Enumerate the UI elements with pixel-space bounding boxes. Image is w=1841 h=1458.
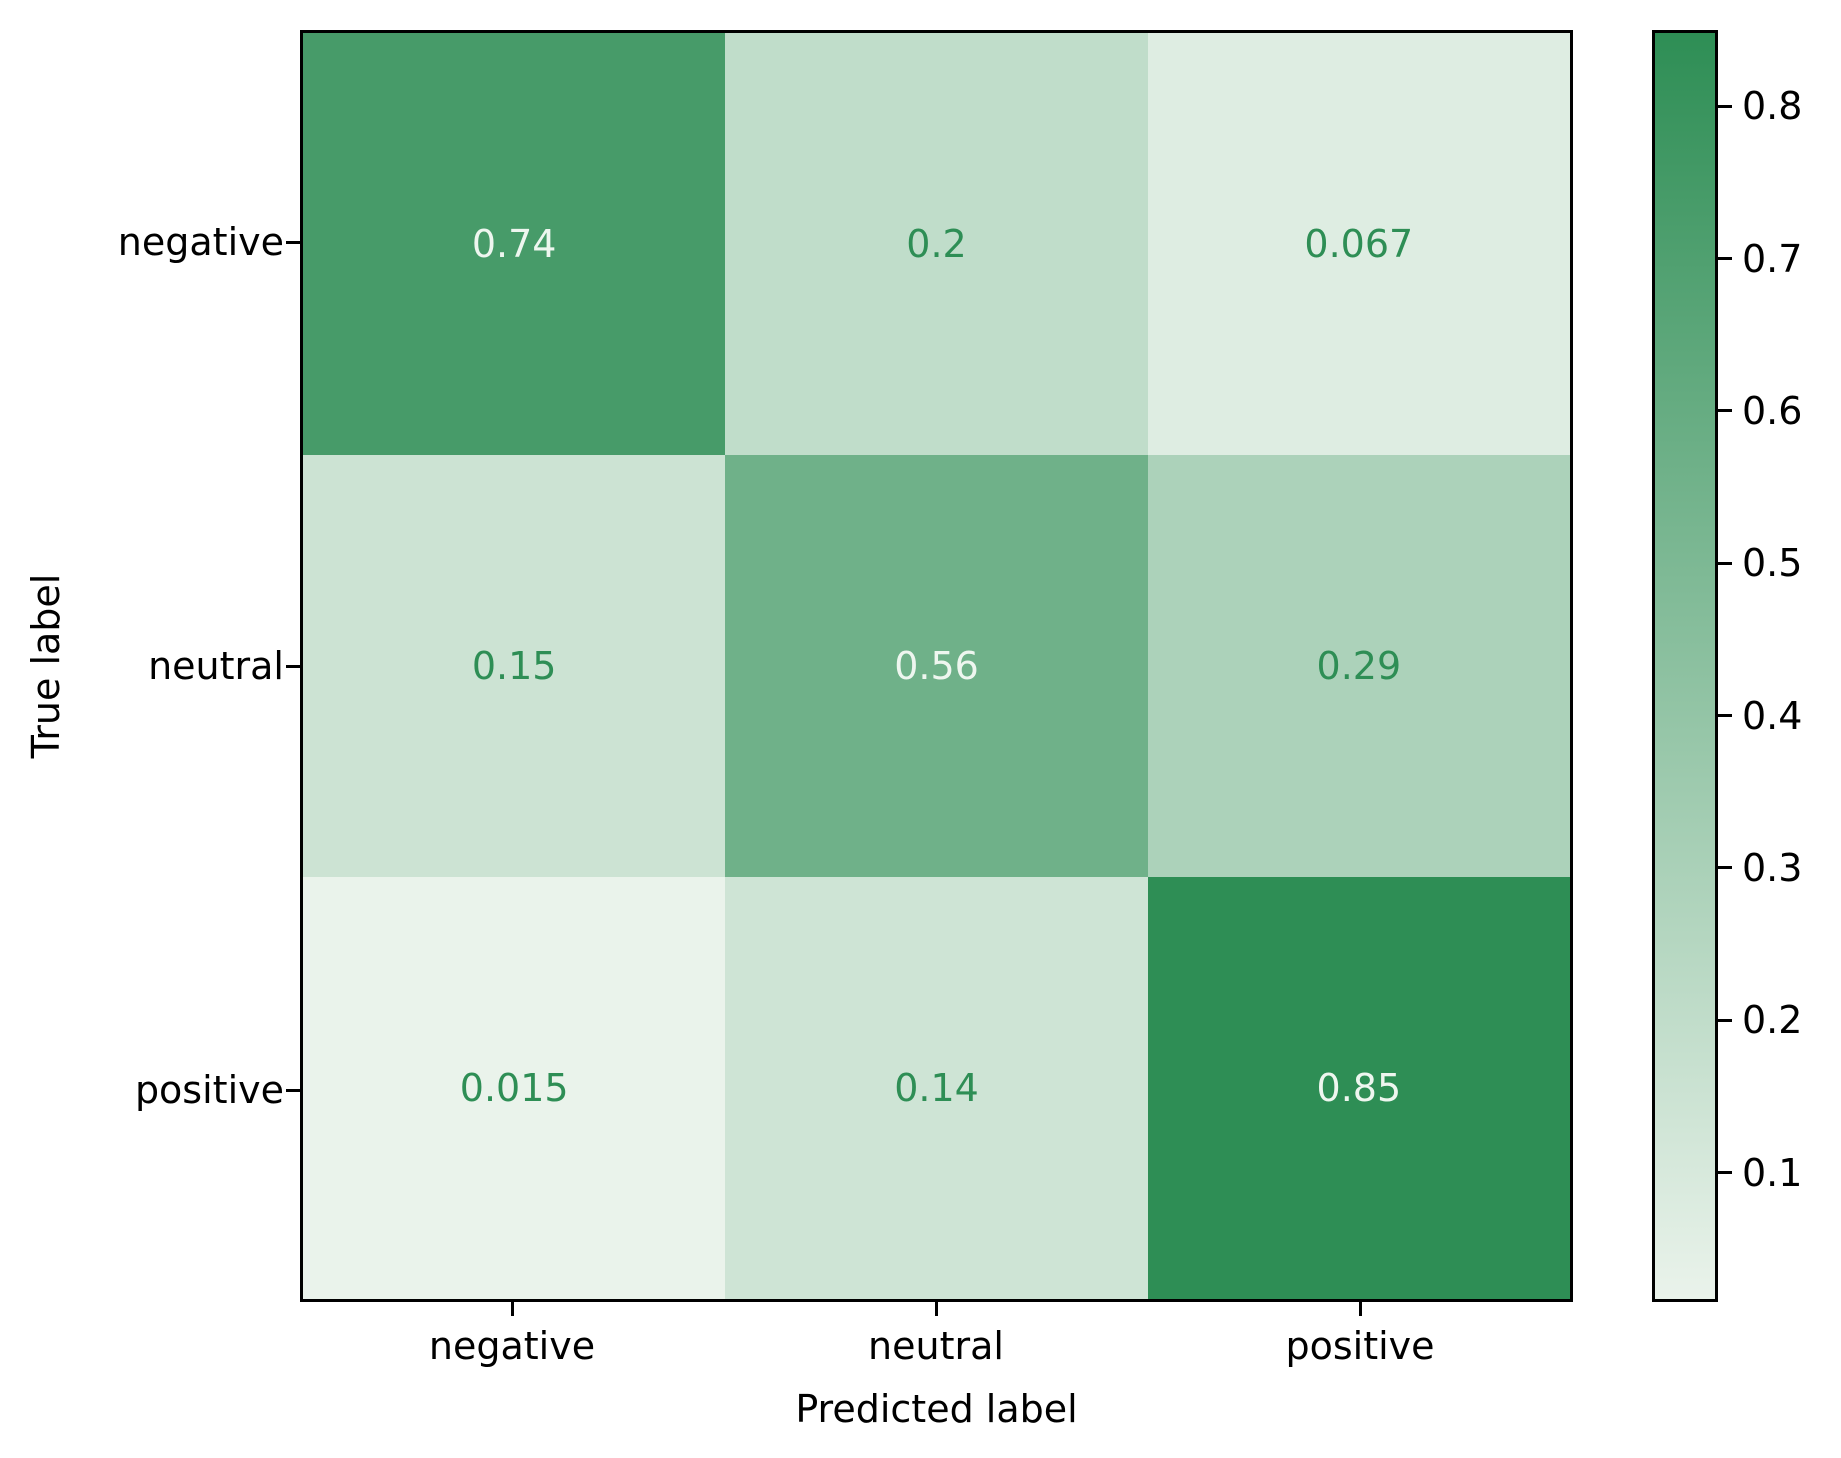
heatmap-cell-negative-negative: 0.74 xyxy=(303,33,726,455)
y-tick-label-neutral: neutral xyxy=(148,644,284,688)
y-tick-mark xyxy=(286,664,300,668)
cell-value: 0.15 xyxy=(471,644,557,688)
colorbar-tick-mark xyxy=(1718,714,1732,717)
y-tick-mark xyxy=(286,240,300,244)
colorbar-tick-label: 0.4 xyxy=(1742,693,1803,738)
cell-value: 0.85 xyxy=(1316,1066,1402,1110)
heatmap-cell-negative-neutral: 0.2 xyxy=(725,33,1148,455)
x-tick-mark xyxy=(1358,1302,1362,1316)
heatmap-cell-neutral-positive: 0.29 xyxy=(1147,455,1570,877)
x-tick-label-positive: positive xyxy=(1285,1324,1435,1368)
y-tick-mark xyxy=(286,1088,300,1092)
heatmap-cell-negative-positive: 0.067 xyxy=(1147,33,1570,455)
colorbar-tick-label: 0.2 xyxy=(1742,998,1803,1043)
colorbar-tick-mark xyxy=(1718,1171,1732,1174)
cell-value: 0.015 xyxy=(459,1066,569,1110)
x-tick-label-negative: negative xyxy=(428,1324,596,1368)
cell-value: 0.56 xyxy=(894,644,979,688)
colorbar-tick-mark xyxy=(1718,257,1732,260)
heatmap-cell-positive-positive: 0.85 xyxy=(1147,877,1570,1299)
heatmap-cell-neutral-negative: 0.15 xyxy=(303,455,726,877)
colorbar-tick-mark xyxy=(1718,866,1732,870)
cell-value: 0.14 xyxy=(894,1066,979,1110)
cell-value: 0.067 xyxy=(1304,222,1414,266)
colorbar xyxy=(1652,30,1718,1302)
cell-value: 0.29 xyxy=(1316,644,1402,688)
colorbar-tick-label: 0.1 xyxy=(1742,1150,1803,1195)
heatmap-grid: 0.74 0.2 0.067 0.15 0.56 0.29 0.015 0.14 0.85 xyxy=(303,33,1570,1299)
colorbar-tick-mark xyxy=(1718,409,1732,413)
heatmap-cell-positive-neutral: 0.14 xyxy=(725,877,1148,1299)
cell-value: 0.2 xyxy=(906,222,967,266)
y-tick-label-negative: negative xyxy=(117,220,284,264)
colorbar-tick-label: 0.5 xyxy=(1742,541,1803,586)
heatmap-cell-positive-negative: 0.015 xyxy=(303,877,726,1299)
y-tick-label-positive: positive xyxy=(134,1068,284,1112)
heatmap-cell-neutral-neutral: 0.56 xyxy=(725,455,1148,877)
colorbar-tick-mark xyxy=(1718,561,1732,565)
colorbar-tick-mark xyxy=(1718,1018,1732,1022)
plot-area: 0.74 0.2 0.067 0.15 0.56 0.29 0.015 0.14 0.85 xyxy=(300,30,1573,1302)
x-axis-title: Predicted label xyxy=(795,1387,1078,1431)
colorbar-tick-label: 0.7 xyxy=(1742,236,1803,281)
x-tick-mark xyxy=(934,1302,938,1316)
x-tick-mark xyxy=(510,1302,514,1316)
colorbar-tick-label: 0.8 xyxy=(1742,84,1803,129)
colorbar-tick-label: 0.6 xyxy=(1742,388,1803,433)
colorbar-tick-label: 0.3 xyxy=(1742,845,1803,890)
cell-value: 0.74 xyxy=(471,222,557,266)
x-tick-label-neutral: neutral xyxy=(868,1324,1004,1368)
colorbar-tick-mark xyxy=(1718,104,1732,108)
